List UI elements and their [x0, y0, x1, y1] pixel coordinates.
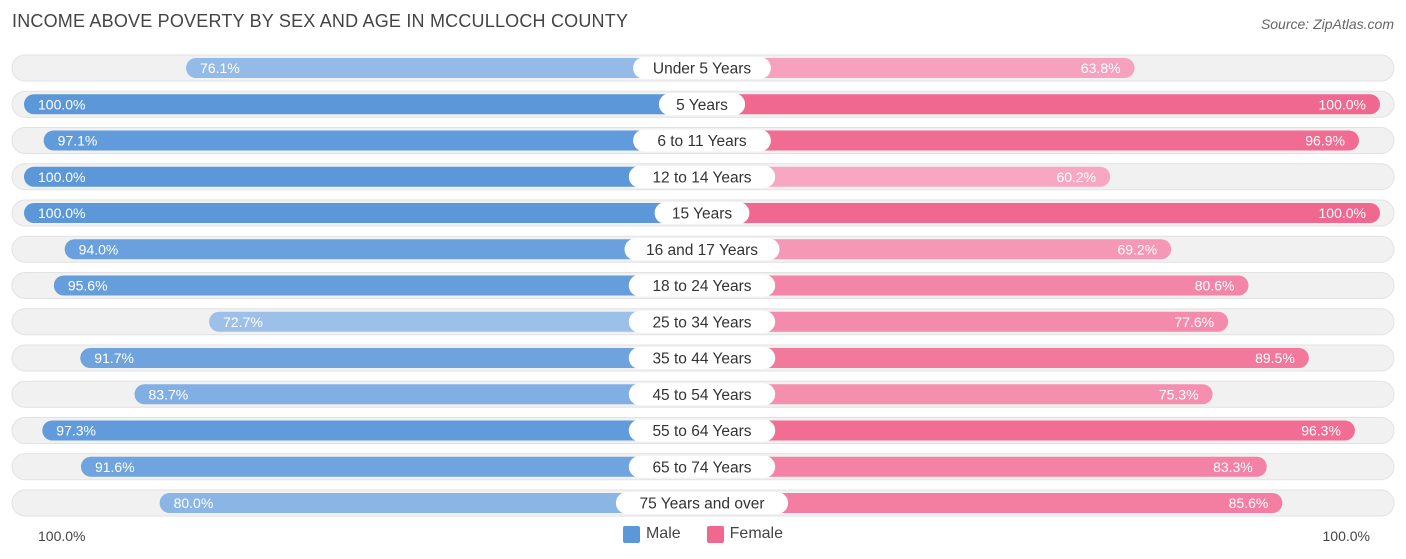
- category-label-bg: [615, 492, 789, 514]
- female-bar: [702, 456, 1267, 477]
- male-bar: [186, 58, 703, 78]
- category-label: 15 Years: [672, 206, 733, 223]
- female-value-label: 80.6%: [1195, 278, 1235, 294]
- category-label: Under 5 Years: [653, 61, 751, 78]
- female-value-label: 85.6%: [1229, 495, 1269, 511]
- category-label: 6 to 11 Years: [657, 133, 747, 150]
- category-label-bg: [628, 455, 776, 478]
- male-bar: [24, 166, 702, 187]
- category-label-bg: [628, 274, 776, 297]
- female-value-label: 100.0%: [1319, 205, 1366, 221]
- category-label: 12 to 14 Years: [652, 169, 751, 186]
- category-label: 45 to 54 Years: [652, 387, 751, 404]
- category-label: 55 to 64 Years: [652, 423, 751, 440]
- male-bar: [64, 239, 703, 260]
- male-bar: [42, 420, 702, 441]
- male-bar: [159, 493, 703, 513]
- female-bar: [702, 130, 1359, 151]
- chart-source: Source: ZipAtlas.com: [1260, 16, 1394, 32]
- legend-label-male: Male: [645, 525, 681, 542]
- category-label-bg: [633, 129, 771, 152]
- female-value-label: 77.6%: [1174, 314, 1214, 330]
- female-bar: [702, 348, 1309, 368]
- legend-swatch-male: [622, 525, 640, 543]
- male-value-label: 80.0%: [174, 495, 214, 511]
- female-bar: [702, 94, 1380, 115]
- male-value-label: 100.0%: [38, 96, 85, 112]
- female-bar: [702, 384, 1213, 405]
- male-bar: [24, 203, 702, 223]
- male-bar: [209, 311, 702, 332]
- legend-item-female: Female: [706, 525, 784, 543]
- female-value-label: 100.0%: [1319, 96, 1366, 112]
- category-label-bg: [628, 383, 776, 406]
- legend-swatch-female: [706, 525, 724, 543]
- female-bar: [702, 311, 1229, 332]
- axis-left-label: 100.0%: [38, 528, 86, 544]
- category-label: 25 to 34 Years: [652, 314, 751, 331]
- male-value-label: 83.7%: [149, 386, 189, 402]
- female-bar: [702, 275, 1249, 296]
- male-value-label: 100.0%: [38, 205, 85, 221]
- female-value-label: 89.5%: [1255, 350, 1295, 366]
- male-bar: [134, 384, 702, 405]
- female-bar: [702, 420, 1355, 441]
- female-value-label: 63.8%: [1081, 60, 1121, 76]
- female-bar: [702, 493, 1283, 513]
- category-label: 5 Years: [676, 97, 728, 114]
- male-value-label: 91.7%: [94, 350, 134, 366]
- axis-right-label: 100.0%: [1322, 528, 1370, 544]
- male-value-label: 72.7%: [223, 314, 263, 330]
- category-label-bg: [628, 165, 776, 188]
- female-bar: [702, 166, 1111, 187]
- male-value-label: 95.6%: [68, 278, 108, 294]
- female-value-label: 69.2%: [1117, 241, 1157, 257]
- category-label: 35 to 44 Years: [652, 351, 751, 368]
- female-value-label: 96.9%: [1305, 133, 1345, 149]
- category-label: 65 to 74 Years: [652, 459, 751, 476]
- female-value-label: 83.3%: [1213, 459, 1253, 475]
- category-label: 75 Years and over: [640, 496, 765, 513]
- bar-chart: 76.1% 63.8% Under 5 Years 100.0% 100.0% 5 Yea…: [11, 54, 1395, 517]
- female-bar: [702, 239, 1172, 260]
- category-label: 16 and 17 Years: [646, 242, 758, 259]
- legend-item-male: Male: [622, 525, 681, 543]
- category-label: 18 to 24 Years: [652, 278, 751, 295]
- category-label-bg: [628, 419, 776, 442]
- category-label-bg: [654, 202, 750, 224]
- male-bar: [24, 94, 702, 115]
- male-value-label: 97.3%: [56, 423, 96, 439]
- female-value-label: 60.2%: [1056, 169, 1096, 185]
- male-bar: [80, 348, 703, 368]
- female-bar: [702, 58, 1135, 78]
- female-value-label: 96.3%: [1301, 423, 1341, 439]
- male-value-label: 94.0%: [79, 241, 119, 257]
- category-label-bg: [633, 57, 771, 79]
- male-value-label: 97.1%: [58, 133, 98, 149]
- male-bar: [53, 275, 702, 296]
- male-value-label: 91.6%: [95, 459, 135, 475]
- category-label-bg: [658, 93, 746, 116]
- male-value-label: 76.1%: [200, 60, 240, 76]
- male-value-label: 100.0%: [38, 169, 85, 185]
- legend-label-female: Female: [729, 525, 784, 542]
- category-label-bg: [624, 238, 780, 261]
- male-bar: [43, 130, 703, 151]
- male-bar: [80, 456, 702, 477]
- female-bar: [702, 203, 1380, 223]
- chart-legend: Male Female: [0, 525, 1406, 543]
- category-label-bg: [628, 347, 776, 369]
- chart-title: INCOME ABOVE POVERTY BY SEX AND AGE IN M…: [12, 11, 629, 31]
- category-label-bg: [628, 310, 776, 333]
- female-value-label: 75.3%: [1159, 386, 1199, 402]
